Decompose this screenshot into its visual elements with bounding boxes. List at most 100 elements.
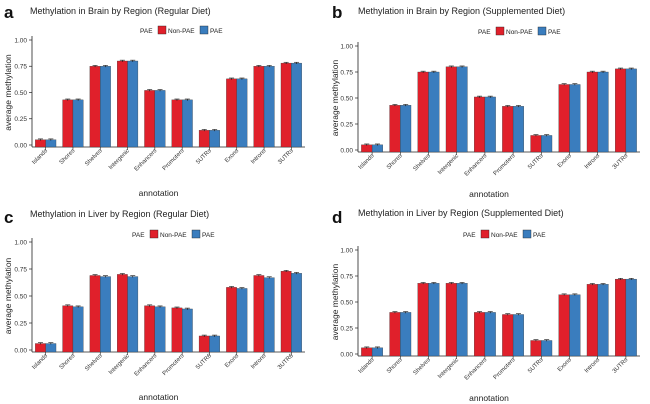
x-tick-label: Intergenic: [437, 357, 460, 380]
legend-label-pae: PAE: [202, 232, 215, 239]
legend-key-non-pae: [495, 26, 505, 36]
bar-non-pae-enhancers: [474, 312, 486, 357]
bar-pae-islands: [371, 144, 383, 153]
x-tick-label: 5UTR6: [195, 353, 213, 371]
bar-pae-shelves: [428, 283, 440, 357]
bar-non-pae-shelves: [417, 71, 429, 153]
bar-pae-enhancers: [154, 90, 166, 148]
bar-non-pae-exons: [558, 294, 570, 357]
chart-panel-b: b Methylation in Brain by Region (Supplem…: [330, 3, 640, 199]
x-tick-label: Exons: [557, 153, 573, 169]
bar-pae-islands: [45, 343, 57, 353]
y-tick-label: 0.00: [14, 142, 27, 149]
legend: PAE Non-PAE PAE: [132, 229, 215, 239]
x-tick-label: Intergenic: [437, 153, 460, 176]
bar-pae-3utrs: [291, 62, 302, 148]
y-tick-label: 1.00: [14, 239, 27, 246]
bar-non-pae-3utrs: [280, 62, 292, 148]
x-tick-label: Shelves: [413, 153, 432, 172]
legend: PAE Non-PAE PAE: [463, 229, 546, 239]
bar-pae-exons: [236, 78, 248, 148]
chart-title: Methylation in Brain by Region (Regular …: [30, 6, 211, 16]
bar-pae-shores: [72, 306, 84, 353]
legend-key-pae: [537, 26, 547, 36]
bar-pae-exons: [569, 84, 581, 153]
bar-pae-enhancers: [154, 306, 166, 353]
bar-pae-intergenic: [456, 283, 468, 357]
y-tick-label: 0.50: [14, 90, 27, 97]
y-tick-label: 1.00: [340, 247, 353, 254]
y-axis-title: average methylation: [3, 257, 13, 334]
bar-non-pae-islands: [35, 139, 46, 148]
bar-non-pae-5utrs: [198, 130, 210, 148]
x-tick-label: Introns: [250, 148, 267, 165]
legend-title: PAE: [132, 232, 145, 239]
legend-key-pae: [199, 25, 209, 35]
bar-non-pae-islands: [361, 144, 373, 153]
bar-pae-enhancers: [484, 312, 496, 357]
x-axis-title: annotation: [469, 393, 509, 403]
x-tick-label: Exons: [557, 357, 573, 373]
bar-pae-5utrs: [209, 130, 220, 148]
chart-panel-c: c Methylation in Liver by Region (Regular…: [3, 208, 305, 402]
y-axis-title: average methylation: [3, 54, 13, 131]
y-tick-label: 0.75: [340, 69, 353, 76]
x-tick-label: 5UTRs: [195, 148, 212, 165]
bar-pae-introns: [597, 284, 609, 357]
y-tick-label: 0.75: [340, 273, 353, 280]
x-tick-label: Intergenic: [108, 148, 131, 171]
y-axis-title: average methylation: [330, 59, 340, 136]
bar-non-pae-intergenic: [117, 274, 128, 353]
x-tick-label: Shores: [59, 353, 77, 371]
x-tick-label: Shelves: [413, 357, 432, 376]
bar-non-pae-enhancers: [144, 305, 155, 353]
x-tick-label: Shores: [59, 148, 77, 166]
bar-non-pae-introns: [586, 284, 598, 357]
bar-pae-3utr6: [291, 273, 302, 353]
bar-pae-enhancers: [484, 96, 496, 153]
bar-non-pae-5utrs: [530, 340, 542, 357]
y-tick-label: 0.00: [340, 147, 353, 154]
x-tick-label: 3UTRs: [277, 148, 294, 165]
bar-pae-islands: [45, 139, 57, 148]
bar-non-pae-enhancers: [144, 90, 155, 148]
x-tick-label: Shores: [386, 153, 404, 171]
bar-non-pae-shelves: [417, 283, 429, 357]
x-tick-label: Exons: [224, 353, 240, 369]
x-tick-label: Shelves: [84, 148, 103, 167]
bar-pae-promoters: [181, 308, 193, 353]
x-tick-label: 5UTRs: [527, 153, 544, 170]
x-tick-label: Islands: [31, 353, 49, 371]
bar-pae-islands: [371, 347, 383, 357]
x-tick-label: 3UTR6: [277, 353, 295, 371]
x-tick-label: Introns: [584, 153, 601, 170]
y-tick-label: 0.00: [340, 351, 353, 358]
x-tick-label: Islands: [31, 148, 49, 166]
panel-letter: c: [4, 208, 13, 227]
bar-non-pae-shores: [389, 105, 401, 153]
x-tick-label: Promoters: [162, 353, 186, 377]
x-tick-label: Islands: [358, 357, 376, 375]
bar-non-pae-3utrs: [615, 278, 627, 357]
bar-non-pae-introns: [253, 66, 265, 148]
bar-pae-shelves: [100, 276, 111, 353]
bar-pae-promoters: [512, 106, 524, 153]
legend-title: PAE: [140, 28, 153, 35]
x-tick-label: Promoters: [493, 153, 517, 177]
x-tick-label: 5UTRs: [527, 357, 544, 374]
bar-pae-shelves: [100, 66, 111, 148]
bar-non-pae-shores: [62, 99, 74, 148]
chart-title: Methylation in Liver by Region (Suppleme…: [358, 208, 564, 218]
bar-pae-exons: [569, 294, 581, 357]
y-tick-label: 0.75: [14, 64, 27, 71]
bar-pae-shores: [400, 312, 412, 357]
chart-panel-d: d Methylation in Liver by Region (Supplem…: [330, 208, 640, 403]
x-tick-label: Enhancers: [134, 353, 159, 378]
y-tick-label: 1.00: [340, 43, 353, 50]
x-tick-label: Promoters: [493, 357, 517, 381]
bar-non-pae-enhancers: [474, 96, 486, 153]
x-axis-title: annotation: [139, 392, 179, 402]
bar-pae-3utrs: [625, 68, 637, 153]
y-tick-label: 0.50: [14, 293, 27, 300]
bar-pae-3utrs: [625, 278, 637, 357]
